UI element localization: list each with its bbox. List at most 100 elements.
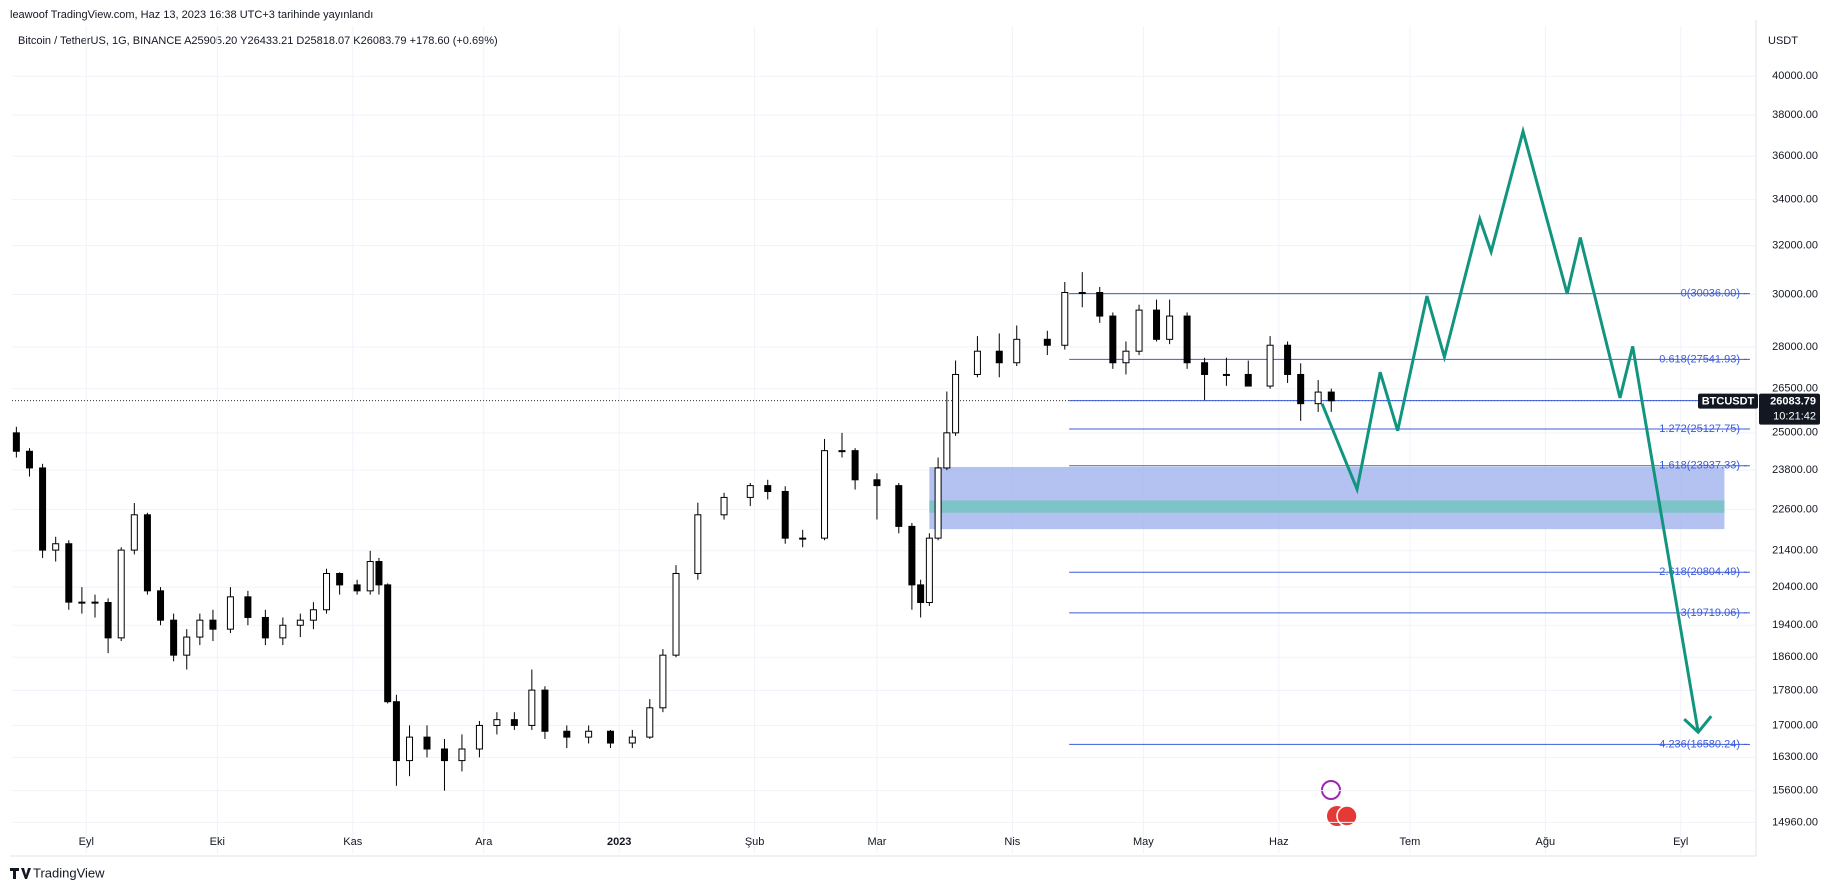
y-tick-label: 25000.00 [1772, 427, 1818, 439]
arrow-head [1683, 715, 1713, 735]
candle-body [1078, 292, 1086, 295]
y-tick-label: 23800.00 [1772, 464, 1818, 476]
candle-body [851, 450, 859, 481]
x-tick-label: Mar [867, 836, 886, 848]
event-icons [1321, 780, 1358, 827]
candle-body [170, 619, 178, 656]
fib-label: 0.618(27541.93) [1659, 353, 1740, 365]
fib-label: 1.272(25127.75) [1659, 423, 1740, 435]
candle-body [25, 450, 33, 469]
candle-body [694, 514, 702, 574]
candle-body [12, 432, 20, 452]
candle-body [1314, 391, 1322, 405]
candle-body [799, 537, 807, 540]
candle-body [973, 350, 981, 375]
footer: TradingView [33, 865, 105, 880]
fib-label: 1.618(23937.33) [1659, 460, 1740, 472]
candle-body [781, 490, 789, 539]
candle-body [1043, 338, 1051, 346]
candle-body [375, 561, 383, 586]
candle-body [1013, 338, 1021, 364]
y-tick-label: 16300.00 [1772, 751, 1818, 763]
y-tick-label: 15600.00 [1772, 785, 1818, 797]
candle-body [183, 636, 191, 656]
projection [1320, 125, 1700, 733]
candle-body [1297, 373, 1305, 405]
candle-body [934, 467, 942, 539]
candle-body [646, 707, 654, 738]
y-tick-label: 22600.00 [1772, 503, 1818, 515]
candle-body [117, 549, 125, 639]
y-tick-label: 34000.00 [1772, 193, 1818, 205]
countdown: 10:21:42 [1773, 411, 1816, 423]
candle-body [366, 561, 374, 592]
candle-body [1183, 315, 1191, 364]
candle-body [606, 730, 614, 744]
candle-body [209, 619, 217, 630]
candle-body [1122, 350, 1130, 364]
candle-body [563, 730, 571, 738]
symbol-label: BTCUSDT [1702, 396, 1755, 408]
tv-logo [10, 868, 31, 879]
candle-body [764, 485, 772, 492]
candle-body [353, 584, 361, 592]
candle-body [323, 572, 331, 611]
candle-body [104, 602, 112, 639]
y-tick-label: 40000.00 [1772, 70, 1818, 82]
fib-label: 2.618(20804.49) [1659, 566, 1740, 578]
candle-body [423, 736, 431, 750]
zone-core [929, 500, 1725, 513]
candle-body [720, 496, 728, 516]
y-tick-label: 38000.00 [1772, 109, 1818, 121]
x-tick-label: Ara [475, 836, 493, 848]
y-tick-label: 28000.00 [1772, 341, 1818, 353]
candle-body [838, 450, 846, 453]
x-tick-label: Eyl [79, 836, 94, 848]
candle-body [1153, 309, 1161, 340]
candle-body [296, 619, 304, 626]
x-tick-label: Eyl [1673, 836, 1688, 848]
candle-body [1166, 315, 1174, 340]
candle-body [821, 450, 829, 539]
candle-body [908, 525, 916, 586]
candle-body [1109, 315, 1117, 364]
candle-body [995, 350, 1003, 364]
x-tick-label: Tem [1400, 836, 1421, 848]
grid [12, 26, 1755, 854]
y-tick-label: 21400.00 [1772, 545, 1818, 557]
candle-body [226, 596, 234, 630]
candle-body [244, 596, 252, 618]
candle-body [873, 479, 881, 487]
candle-body [157, 590, 165, 621]
published: leawoof TradingView.com, Haz 13, 2023 16… [10, 9, 373, 21]
candle-body [925, 537, 933, 604]
candle-body [458, 748, 466, 762]
x-tick-label: Şub [745, 836, 765, 848]
y-unit: USDT [1768, 35, 1798, 47]
candle-body [628, 736, 636, 744]
candle-body [746, 485, 754, 498]
candle-body [440, 748, 448, 762]
candle-body [943, 432, 951, 469]
x-tick-label: Nis [1004, 836, 1020, 848]
candle-body [1222, 373, 1230, 376]
candle-body [528, 689, 536, 726]
x-tick-label: Eki [210, 836, 225, 848]
candle-body [1096, 292, 1104, 317]
price-label: 26083.79 [1770, 396, 1816, 408]
chart-title: Bitcoin / TetherUS, 1G, BINANCE A25905.2… [18, 35, 498, 47]
x-tick-label: Kas [343, 836, 362, 848]
candle-body [493, 719, 501, 726]
candle-body [1135, 309, 1143, 352]
fib-label: 4.236(16580.24) [1659, 738, 1740, 750]
candle-body [895, 485, 903, 527]
candle-body [336, 572, 344, 586]
candle-body [91, 601, 99, 604]
candle-body [585, 730, 593, 738]
candle-body [261, 616, 269, 639]
fib-label: 3(19719.06) [1681, 607, 1740, 619]
y-tick-label: 14960.00 [1772, 816, 1818, 828]
symbol-box [1698, 393, 1758, 409]
y-tick-label: 36000.00 [1772, 150, 1818, 162]
